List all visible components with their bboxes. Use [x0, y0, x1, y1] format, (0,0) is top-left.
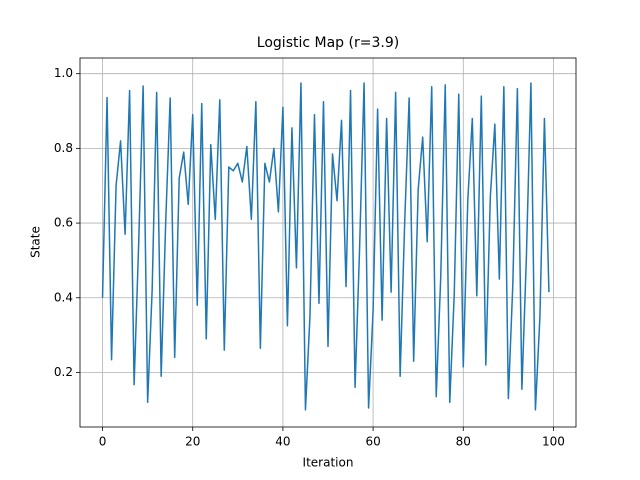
x-tick-label: 80	[456, 435, 471, 449]
x-tick-label: 60	[365, 435, 380, 449]
y-tick-label: 0.6	[54, 216, 73, 230]
x-tick-label: 100	[542, 435, 565, 449]
x-tick-label: 0	[99, 435, 107, 449]
y-axis-label: State	[29, 226, 43, 258]
x-axis-label: Iteration	[303, 456, 354, 470]
x-tick-label: 20	[185, 435, 200, 449]
plot-frame	[79, 57, 577, 428]
y-tick-label: 0.2	[54, 365, 73, 379]
chart-title: Logistic Map (r=3.9)	[257, 35, 399, 51]
y-tick-label: 1.0	[54, 66, 73, 80]
line-series	[101, 82, 550, 411]
y-tick-label: 0.8	[54, 141, 73, 155]
y-tick-label: 0.4	[54, 290, 73, 304]
x-tick-label: 40	[275, 435, 290, 449]
